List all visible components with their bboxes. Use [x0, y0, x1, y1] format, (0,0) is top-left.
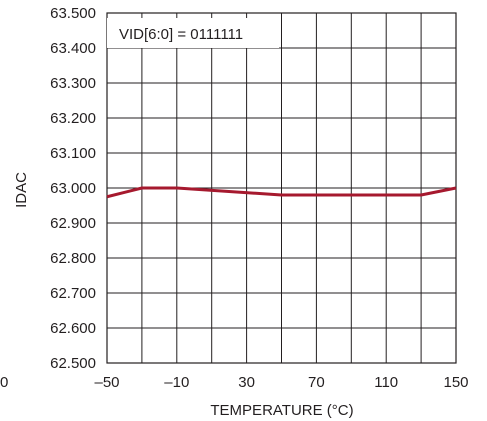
- y-tick-label: 62.700: [50, 285, 96, 302]
- y-tick-label: 62.900: [50, 215, 96, 232]
- y-axis-title: IDAC: [13, 172, 30, 208]
- y-tick-label: 62.800: [50, 250, 96, 267]
- y-tick-label: 62.600: [50, 320, 96, 337]
- x-axis-title: TEMPERATURE (°C): [210, 402, 353, 419]
- grid: [107, 13, 456, 363]
- annotation-box: [107, 18, 279, 48]
- y-tick-label: 63.400: [50, 40, 96, 57]
- y-tick-labels: 62.500 62.600 62.700 62.800 62.900 63.000 63.1…: [50, 5, 96, 372]
- series-group: [106, 186, 457, 199]
- y-tick-label: 63.200: [50, 110, 96, 127]
- x-tick-label: 30: [238, 374, 255, 391]
- series-line: [106, 186, 457, 199]
- x-tick-label: –10: [164, 374, 189, 391]
- x-tick-label: 110: [374, 374, 398, 391]
- x-tick-labels: –50 –10 30 70 110 150: [94, 374, 468, 391]
- x-tick-label: 150: [443, 374, 468, 391]
- y-tick-label: 63.000: [50, 180, 96, 197]
- y-tick-label: 63.100: [50, 145, 96, 162]
- y-tick-label: 63.300: [50, 75, 96, 92]
- clipped-tick-label: 0: [0, 374, 8, 391]
- annotation-label: VID[6:0] = 0111111: [119, 26, 243, 43]
- x-tick-label: 70: [308, 374, 325, 391]
- y-tick-label: 62.500: [50, 355, 96, 372]
- x-tick-label: –50: [94, 374, 119, 391]
- y-tick-label: 63.500: [50, 5, 96, 22]
